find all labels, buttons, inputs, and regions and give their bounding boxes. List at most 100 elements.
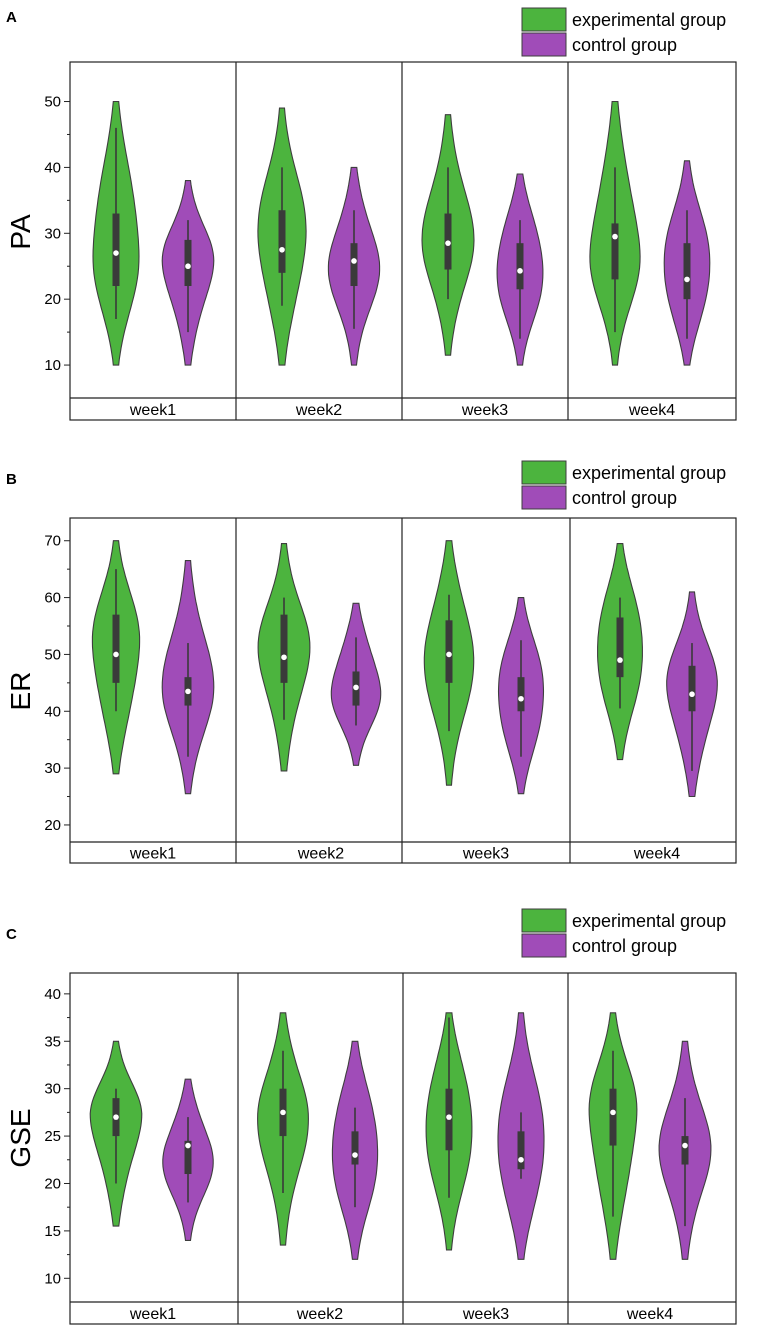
violin-median-point (351, 258, 357, 264)
violin-median-point (689, 691, 695, 698)
legend-swatch-experimental (521, 908, 567, 933)
violin-iqr-box (517, 677, 525, 712)
panel-a-legend: experimental group control group (521, 7, 726, 57)
violin-median-point (446, 1114, 452, 1120)
violin-median-point (281, 654, 287, 661)
panel-c-ytick-label-25: 25 (44, 1128, 61, 1145)
panel-c-ytick-label-30: 30 (44, 1081, 61, 1098)
violin-median-point (610, 1109, 616, 1116)
violin-median-point (617, 657, 623, 663)
panel-a-ytick-label-30: 30 (44, 225, 61, 242)
violin-iqr-box (184, 1140, 192, 1175)
panel-c-category-week1: week1 (129, 1306, 176, 1323)
legend-label-control: control group (572, 35, 677, 55)
violin-median-point (185, 688, 191, 695)
violin-median-point (518, 695, 524, 702)
violin-median-point (185, 1142, 191, 1149)
violin-iqr-box (688, 665, 696, 712)
violin-median-point (517, 268, 523, 274)
legend-swatch-control (521, 32, 567, 57)
panel-a-category-week3: week3 (461, 402, 508, 419)
panel-b-ytick-label-30: 30 (44, 760, 61, 777)
violin-iqr-box (112, 614, 120, 683)
panel-a-ytick-label-20: 20 (44, 291, 61, 308)
panel-b-category-week3: week3 (462, 846, 509, 863)
violin-median-point (612, 233, 618, 240)
legend-swatch-experimental (521, 460, 567, 485)
violin-iqr-box (517, 1131, 525, 1170)
violin-median-point (518, 1156, 524, 1163)
violin-median-point (279, 246, 285, 253)
violin-median-point (684, 276, 690, 283)
panel-b-violin-experimental-week1 (91, 540, 141, 775)
panel-b-ytick-label-60: 60 (44, 590, 61, 607)
panel-c-violin-experimental-week3 (425, 1012, 473, 1251)
panel-a-violin-control-week2 (327, 166, 381, 366)
panel-c-legend: experimental group control group (521, 908, 726, 958)
panel-a-category-week2: week2 (295, 402, 342, 419)
legend-swatch-control (521, 485, 567, 510)
violin-median-point (113, 250, 119, 256)
panel-b-violin-control-week3 (497, 597, 545, 795)
violin-iqr-box (280, 614, 288, 683)
panel-c-violin-control-week1 (162, 1078, 214, 1241)
panel-a-label: A (6, 9, 17, 26)
panel-a-category-week4: week4 (628, 402, 675, 419)
violin-median-point (185, 263, 191, 270)
panel-b-ytick-label-20: 20 (44, 817, 61, 834)
panel-c-violin-control-week2 (331, 1040, 379, 1260)
legend-label-control: control group (572, 488, 677, 508)
panel-a-violin-experimental-week4 (589, 100, 641, 366)
legend-label-experimental: experimental group (572, 911, 726, 931)
panel-c-category-week3: week3 (462, 1306, 509, 1323)
panel-b-violin-experimental-week3 (423, 540, 475, 786)
panel-b-violin-control-week2 (330, 602, 382, 766)
panel-b-violin-control-week1 (161, 560, 215, 795)
panel-b-legend: experimental group control group (521, 460, 726, 510)
panel-b-label: B (6, 471, 17, 488)
panel-b-violin-experimental-week4 (597, 543, 643, 761)
legend-swatch-experimental (521, 7, 567, 32)
panel-a-ytick-label-50: 50 (44, 94, 61, 111)
violin-median-point (682, 1142, 688, 1149)
panel-a-violin-control-week3 (496, 173, 544, 366)
panel-c-violin-experimental-week1 (89, 1040, 143, 1227)
panel-b-category-week1: week1 (129, 846, 176, 863)
panel-c-label: C (6, 926, 17, 943)
violin-median-point (446, 651, 452, 658)
panel-b-ytick-label-50: 50 (44, 646, 61, 663)
panel-a-violin-control-week1 (161, 180, 215, 366)
violin-iqr-box (681, 1136, 689, 1165)
panel-c-violin-experimental-week2 (257, 1012, 309, 1246)
panel-c-violin-experimental-week4 (588, 1012, 638, 1260)
legend-label-control: control group (572, 936, 677, 956)
panel-c-category-week4: week4 (626, 1306, 673, 1323)
panel-c-ytick-label-35: 35 (44, 1033, 61, 1050)
violin-median-point (113, 651, 119, 658)
violin-iqr-box (611, 223, 619, 280)
panel-b-violin-control-week4 (666, 591, 718, 798)
panel-c-ytick-label-15: 15 (44, 1223, 61, 1240)
panel-b-category-week2: week2 (297, 846, 344, 863)
panel-b-frame (69, 517, 737, 864)
panel-a-violin-experimental-week2 (257, 107, 307, 366)
violin-iqr-box (616, 617, 624, 678)
panel-c-ytick-label-10: 10 (44, 1270, 61, 1287)
violin-iqr-box (683, 243, 691, 300)
panel-a-ytick-label-40: 40 (44, 159, 61, 176)
panel-a-ylabel: PA (5, 214, 36, 250)
violin-iqr-box (516, 243, 524, 290)
violin-iqr-box (351, 1131, 359, 1165)
violin-median-point (352, 1152, 358, 1158)
legend-swatch-control (521, 933, 567, 958)
panel-b-violin-experimental-week2 (257, 543, 311, 772)
panel-c-ylabel: GSE (5, 1108, 36, 1167)
panel-c-ytick-label-20: 20 (44, 1175, 61, 1192)
panel-b-category-week4: week4 (633, 846, 680, 863)
violin-iqr-box (445, 620, 453, 683)
violin-iqr-box (112, 213, 120, 286)
